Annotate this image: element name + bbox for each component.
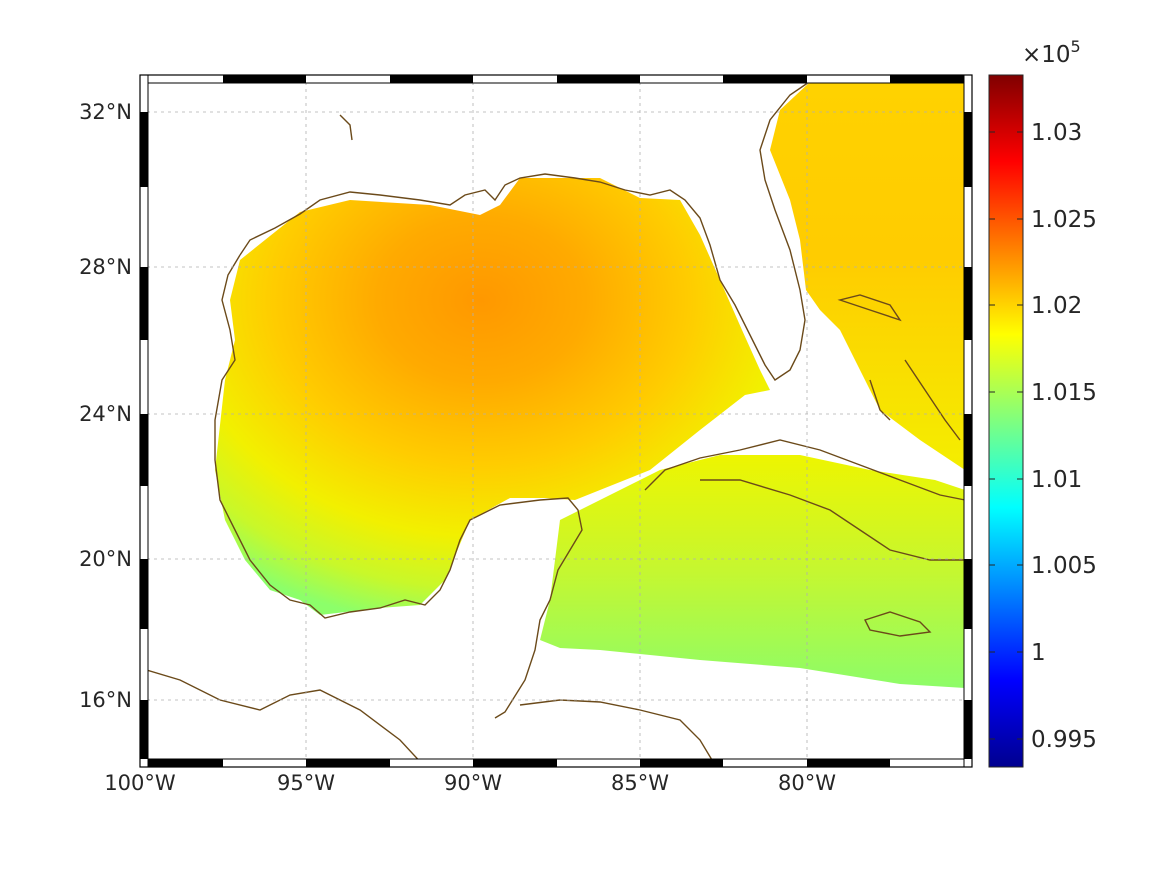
caribbean-field	[540, 455, 965, 688]
gulf-field	[215, 178, 770, 615]
lat-tick-label: 16°N	[79, 688, 132, 712]
lon-tick-label: 95°W	[277, 771, 335, 795]
colorbar-gradient	[988, 74, 1024, 768]
lon-tick-label: 80°W	[778, 771, 836, 795]
colorbar-exponent-base: ×10	[1022, 42, 1071, 68]
lon-tick-label: 100°W	[104, 771, 176, 795]
map-frame	[139, 74, 973, 768]
lon-tick-label: 85°W	[611, 771, 669, 795]
colorbar-ticks	[989, 131, 1023, 740]
lon-tick-label: 90°W	[444, 771, 502, 795]
colorbar-tick-label: 1.03	[1031, 120, 1082, 146]
colorbar-tick-label: 1.015	[1031, 380, 1097, 406]
lon-tick-labels: 100°W 95°W 90°W 85°W 80°W	[104, 771, 836, 795]
colorbar-tick-label: 1.02	[1031, 293, 1082, 319]
lat-tick-labels: 32°N 28°N 24°N 20°N 16°N	[79, 100, 132, 712]
lat-tick-label: 28°N	[79, 255, 132, 279]
lat-tick-label: 32°N	[79, 100, 132, 124]
atlantic-field	[770, 82, 965, 470]
colorbar-tick-label: 1.005	[1031, 553, 1097, 579]
colorbar: 1.03 1.025 1.02 1.015 1.01 1.005 1 0.995…	[988, 37, 1097, 768]
colorbar-exponent-power: 5	[1071, 37, 1081, 56]
colorbar-tick-label: 1.025	[1031, 207, 1097, 233]
map-plot-area	[140, 75, 972, 767]
coastlines	[140, 77, 966, 767]
colorbar-tick-label: 1.01	[1031, 467, 1082, 493]
colorbar-exponent: ×105	[1022, 37, 1081, 68]
lat-tick-label: 24°N	[79, 402, 132, 426]
gridlines	[140, 75, 972, 767]
colorbar-tick-label: 0.995	[1031, 727, 1097, 753]
lat-tick-label: 20°N	[79, 547, 132, 571]
colorbar-tick-label: 1	[1031, 640, 1046, 666]
